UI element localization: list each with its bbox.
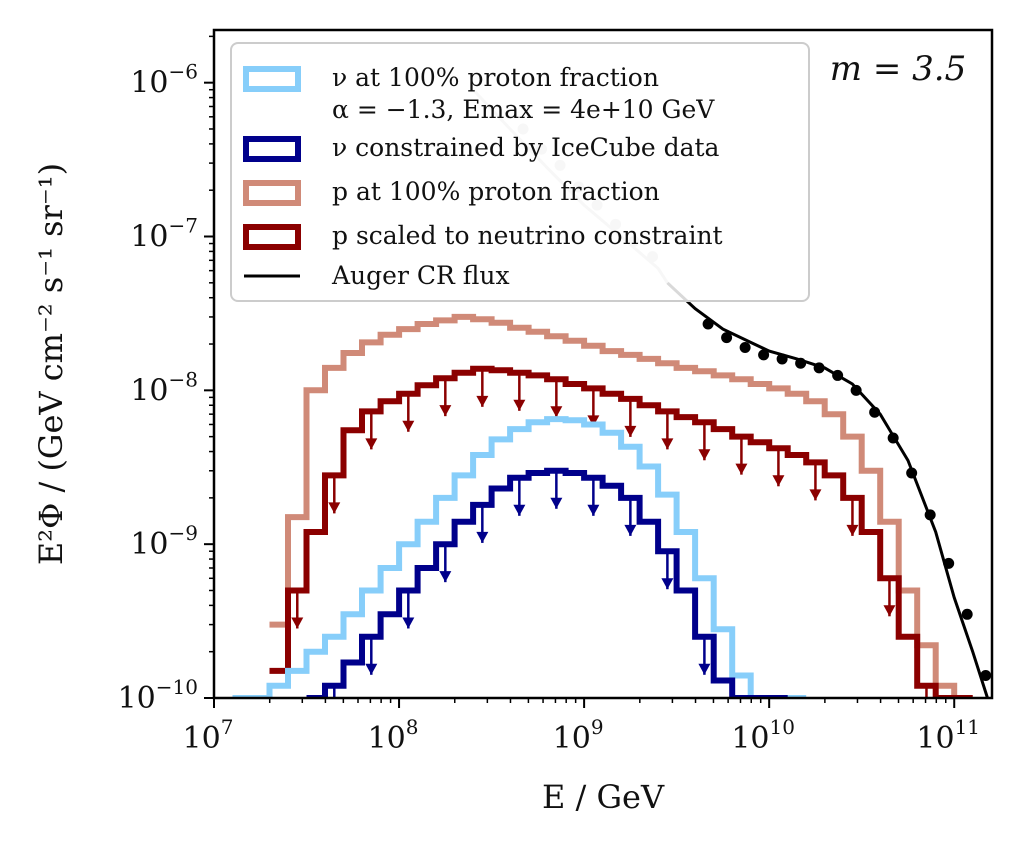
series-7-point-6 <box>813 362 825 374</box>
y-tick-label-1: 10−9 <box>130 521 198 562</box>
series-0 <box>269 313 973 698</box>
series-1-arrow-head-16 <box>513 399 526 411</box>
legend-box <box>230 42 810 302</box>
series-7-point-9 <box>869 406 881 418</box>
series-3-arrow-head-10 <box>402 617 415 629</box>
series-3-arrow-head-6 <box>328 713 340 724</box>
series-7-point-12 <box>924 509 936 521</box>
series-1-arrow-head-4 <box>291 617 304 629</box>
series-1-arrow-head-30 <box>772 475 785 487</box>
series-3-arrow-head-14 <box>476 531 489 543</box>
series-7-point-8 <box>850 384 862 396</box>
y-tick-label-2: 10−8 <box>130 367 198 408</box>
series-7-point-4 <box>776 353 788 365</box>
series-7 <box>702 318 992 682</box>
series-1-step-line <box>269 365 973 698</box>
legend-label-0-line2: α = −1.3, Emax = 4e+10 GeV <box>332 95 715 124</box>
series-7-point-14 <box>961 608 973 620</box>
x-tick-label-1: 108 <box>368 715 419 756</box>
series-2-step-line <box>232 416 807 698</box>
y-tick-label-4: 10−6 <box>130 60 198 101</box>
series-1-arrow-head-20 <box>587 415 600 427</box>
legend-swatch-2 <box>243 180 301 206</box>
series-7-point-1 <box>721 332 733 344</box>
series-1-arrow-head-32 <box>809 489 822 501</box>
series-1-arrow-head-34 <box>846 524 859 536</box>
series-1-arrow-head-22 <box>624 425 637 437</box>
legend-label-1: ν constrained by IceCube data <box>332 133 720 162</box>
series-3-arrow-head-16 <box>513 504 526 516</box>
plot-frame <box>212 28 994 700</box>
legend-label-0: ν at 100% proton fraction <box>332 63 659 92</box>
series-3-arrow-head-12 <box>439 571 452 583</box>
series-3-arrow-head-24 <box>661 578 674 590</box>
legend-label-2: p at 100% proton fraction <box>332 177 660 206</box>
legend-label-3: p scaled to neutrino constraint <box>332 221 723 250</box>
series-1-arrow-head-26 <box>698 449 711 461</box>
series-1-arrow-head-18 <box>550 406 563 418</box>
series-3-arrow-head-18 <box>550 497 563 509</box>
annotation-m: m = 3.5 <box>830 49 966 89</box>
y-tick-label-3: 10−7 <box>130 214 198 255</box>
series-1-arrow-head-10 <box>402 420 415 432</box>
legend-swatch-3 <box>243 224 301 250</box>
legend: ν at 100% proton fraction α = −1.3, Emax … <box>230 42 810 302</box>
series-0-step-line <box>269 313 973 698</box>
x-axis-label: E / GeV <box>542 778 665 816</box>
series-7-point-3 <box>758 349 770 361</box>
legend-label-4: Auger CR flux <box>331 261 510 290</box>
series-7-point-5 <box>795 357 807 369</box>
series-1-arrow-head-36 <box>883 605 896 617</box>
series-7-point-13 <box>943 557 955 569</box>
series-3-step-line <box>306 467 788 698</box>
x-tick-label-4: 1011 <box>916 715 980 756</box>
series-7-point-7 <box>832 369 844 381</box>
series-7-point-11 <box>906 467 918 479</box>
series-1-arrow-head-8 <box>365 438 378 450</box>
series-1-arrow-head-24 <box>661 438 674 450</box>
series-1-arrow-head-14 <box>476 395 489 407</box>
series-1 <box>269 365 973 698</box>
axis-ticks: 107 108 109 1010 1011 10−10 10−9 10−8 10−7 10−6 <box>118 35 980 756</box>
series-1-arrow-head-12 <box>439 405 452 417</box>
legend-swatch-1 <box>243 136 301 162</box>
x-tick-label-3: 1010 <box>731 715 795 756</box>
x-tick-label-0: 107 <box>183 715 234 756</box>
series-7-point-15 <box>980 670 992 682</box>
series-3 <box>306 467 788 724</box>
legend-swatch-0 <box>243 66 301 92</box>
y-axis-label: E²Φ / (GeV cm⁻² s⁻¹ sr⁻¹) <box>32 163 70 565</box>
x-tick-label-2: 109 <box>553 715 604 756</box>
series-3-arrow-head-8 <box>365 663 378 675</box>
series-3-arrow-head-22 <box>624 524 637 536</box>
y-tick-label-0: 10−10 <box>118 675 198 716</box>
series-7-point-2 <box>739 341 751 353</box>
series-3-arrow-head-26 <box>698 663 711 675</box>
series-1-arrow-head-28 <box>735 463 748 475</box>
series-3-arrow-head-20 <box>587 504 600 516</box>
series-1-arrow-head-6 <box>328 502 341 514</box>
series-7-point-10 <box>887 432 899 444</box>
series-7-point-0 <box>702 318 714 330</box>
series-2 <box>232 416 807 698</box>
